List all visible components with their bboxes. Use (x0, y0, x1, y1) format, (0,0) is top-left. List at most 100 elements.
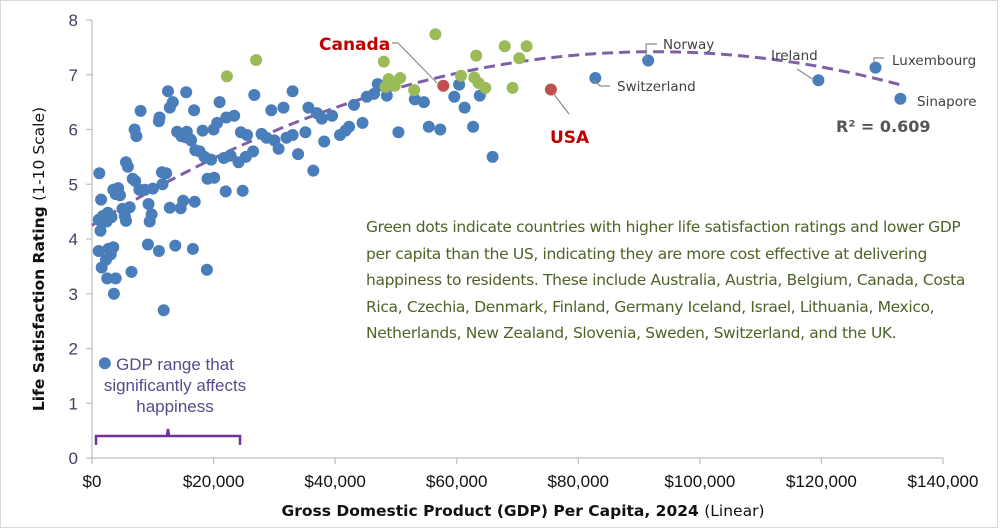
x-tick-label: $100,000 (664, 472, 735, 491)
data-point (224, 149, 237, 162)
data-point (123, 201, 136, 214)
data-point (318, 135, 331, 148)
data-point (174, 202, 187, 215)
data-point (153, 111, 166, 124)
x-axis-title: Gross Domestic Product (GDP) Per Capita,… (282, 502, 765, 520)
data-point (458, 101, 471, 114)
y-tick-label: 1 (69, 394, 78, 413)
axes (86, 19, 944, 464)
data-point (142, 198, 155, 210)
green-data-point (513, 52, 526, 65)
green-data-point (377, 55, 390, 68)
y-tick-label: 7 (69, 66, 78, 85)
trendline (91, 50, 901, 227)
x-tick-label: $60,000 (426, 472, 487, 491)
data-point (163, 201, 176, 214)
data-point (105, 211, 118, 224)
y-tick-label: 5 (69, 175, 78, 194)
label-usa: USA (550, 128, 590, 148)
data-point (156, 178, 169, 191)
data-point (265, 104, 278, 117)
data-point (589, 72, 602, 84)
data-point (141, 238, 154, 251)
data-point (213, 96, 226, 109)
data-point (326, 109, 339, 122)
data-point (247, 145, 260, 158)
data-point (205, 153, 218, 166)
y-tick-label: 2 (69, 340, 78, 359)
data-point (211, 116, 224, 129)
data-point (219, 185, 232, 198)
data-point (343, 120, 356, 133)
data-point (143, 215, 156, 228)
data-point (180, 86, 193, 99)
y-axis-title: Life Satisfaction Rating (1-10 Scale) (30, 107, 48, 411)
x-tick-label: $0 (83, 472, 102, 491)
data-point (448, 90, 461, 103)
green-data-point (220, 70, 233, 83)
label-norway: Norway (663, 37, 714, 53)
data-point (130, 130, 143, 143)
label-ireland: Ireland (771, 48, 818, 64)
leader-usa (552, 92, 570, 115)
green-data-point (470, 49, 483, 62)
data-point (392, 126, 405, 139)
data-point (162, 85, 174, 98)
green-data-point (394, 72, 407, 84)
green-data-point (520, 40, 533, 53)
data-point (272, 142, 285, 155)
green-data-point (468, 71, 481, 84)
data-point (234, 126, 247, 139)
r-squared-label: R² = 0.609 (836, 117, 930, 136)
leader-luxembourg (873, 57, 884, 63)
data-point (125, 265, 138, 278)
data-point (894, 92, 907, 105)
leader-canada (392, 42, 438, 84)
y-tick-label: 0 (69, 449, 78, 468)
green-data-point (379, 80, 392, 93)
data-point (286, 129, 299, 141)
data-point (486, 150, 499, 163)
label-switzerland: Switzerland (617, 79, 696, 95)
y-tick-label: 4 (69, 230, 78, 249)
x-tick-label: $80,000 (548, 472, 609, 491)
data-point (315, 112, 328, 125)
data-point (302, 101, 315, 114)
gdp-range-note: GDP range that significantly affects hap… (103, 355, 247, 416)
data-point (422, 120, 435, 133)
data-point (166, 96, 179, 109)
x-tick-label: $140,000 (908, 472, 979, 491)
data-point (417, 96, 430, 109)
data-point (107, 287, 120, 300)
data-point (169, 239, 182, 252)
data-point (228, 109, 241, 122)
data-point (188, 195, 201, 208)
data-point (92, 245, 105, 257)
data-point (93, 167, 106, 180)
data-point (277, 101, 290, 114)
gdp-range-bracket (94, 428, 242, 445)
data-point (104, 248, 117, 261)
data-point (292, 148, 305, 161)
leader-norway (645, 43, 657, 60)
green-data-point (455, 69, 467, 82)
data-point (121, 160, 134, 173)
data-point (255, 127, 268, 140)
highlight-data-point (544, 83, 557, 96)
highlight-data-point (437, 79, 450, 92)
data-point (188, 104, 201, 117)
label-luxembourg: Luxembourg (892, 53, 976, 69)
data-point (94, 224, 107, 237)
data-point (146, 182, 159, 195)
green-data-point (479, 81, 492, 94)
data-point (869, 61, 882, 74)
data-point (248, 89, 261, 101)
y-tick-label: 6 (69, 121, 78, 140)
data-point (408, 93, 421, 106)
data-point (299, 126, 312, 139)
y-tick-label: 3 (69, 285, 78, 304)
data-point (98, 357, 111, 370)
data-point (101, 272, 114, 285)
